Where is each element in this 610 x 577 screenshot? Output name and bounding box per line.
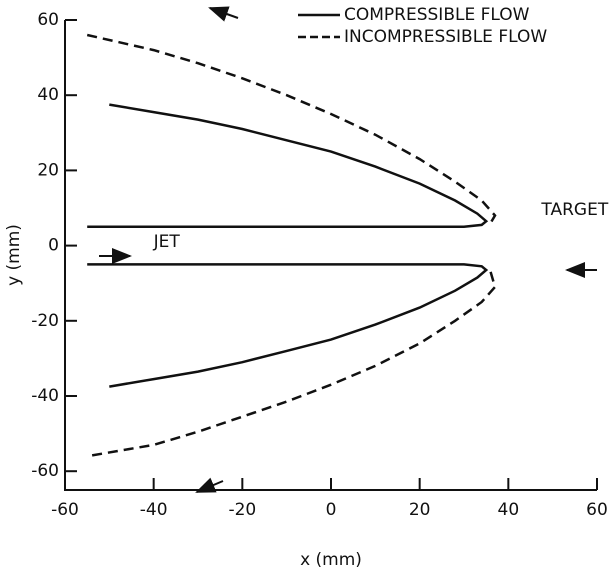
annotation: TARGET — [540, 200, 608, 220]
x-tick-label: 60 — [586, 500, 608, 520]
legend-label: INCOMPRESSIBLE FLOW — [344, 27, 547, 47]
y-tick-label: 0 — [48, 236, 59, 256]
x-tick-label: -20 — [228, 500, 256, 520]
y-tick-label: -40 — [31, 386, 59, 406]
x-axis-label: x (mm) — [300, 550, 362, 570]
x-tick-label: 40 — [498, 500, 520, 520]
y-axis-label: y (mm) — [4, 224, 24, 286]
y-tick-label: -20 — [31, 311, 59, 331]
x-tick-label: 0 — [326, 500, 337, 520]
y-tick-label: 40 — [37, 85, 59, 105]
axes — [64, 20, 597, 491]
y-tick-label: 20 — [37, 160, 59, 180]
annotation: JET — [153, 232, 181, 252]
x-tick-label: -40 — [140, 500, 168, 520]
arrows — [99, 6, 597, 493]
legend-label: COMPRESSIBLE FLOW — [344, 5, 530, 25]
y-tick-label: -60 — [31, 461, 59, 481]
x-tick-label: 20 — [409, 500, 431, 520]
series-line — [86, 33, 497, 458]
x-tick-label: -60 — [51, 500, 79, 520]
series-line — [87, 103, 489, 388]
y-tick-label: 60 — [37, 10, 59, 30]
